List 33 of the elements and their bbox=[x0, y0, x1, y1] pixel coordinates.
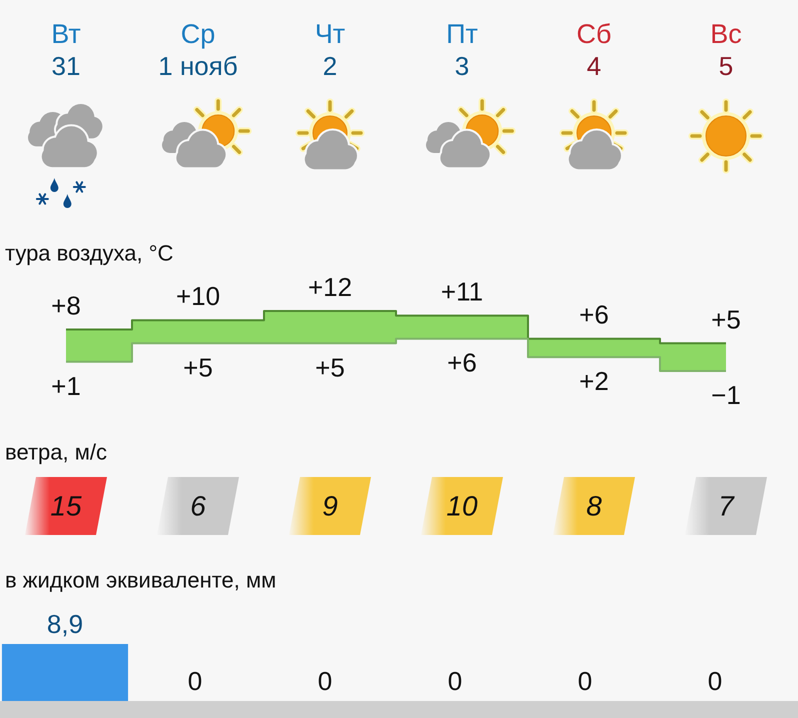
data-label: 8 bbox=[586, 490, 602, 522]
data-label: +5 bbox=[711, 304, 741, 334]
data-label: −1 bbox=[711, 380, 741, 410]
chart-title: тура воздуха, °C bbox=[5, 240, 174, 266]
data-label: 6 bbox=[190, 490, 206, 522]
x-tick-label: Пт 3 bbox=[446, 19, 478, 81]
data-label: +5 bbox=[315, 352, 345, 382]
data-label: +12 bbox=[308, 272, 352, 302]
data-label: 0 bbox=[188, 666, 202, 696]
data-label: +8 bbox=[51, 290, 81, 320]
x-tick-label: Чт 2 bbox=[314, 19, 346, 81]
data-label: 7 bbox=[718, 490, 736, 522]
x-tick-label: Ср 1 нояб bbox=[158, 19, 238, 81]
data-label: +2 bbox=[579, 366, 609, 396]
data-label: 8,9 bbox=[46, 609, 84, 639]
data-label: 9 bbox=[322, 490, 338, 522]
text: ветра, м/с bbox=[5, 440, 107, 464]
data-label: +10 bbox=[176, 281, 220, 312]
data-label: 0 bbox=[318, 666, 332, 696]
chart-title: в жидком эквиваленте, мм bbox=[5, 568, 276, 592]
data-label: +1 bbox=[51, 370, 81, 401]
data-label: 0 bbox=[708, 666, 722, 696]
data-label: +6 bbox=[579, 300, 609, 330]
data-label: +5 bbox=[183, 352, 213, 382]
data-label: 10 bbox=[446, 490, 478, 522]
data-label: 0 bbox=[578, 666, 592, 696]
data-label: +6 bbox=[447, 348, 477, 378]
x-tick-label: Вс 5 bbox=[710, 19, 742, 81]
x-tick-label: Сб 4 bbox=[576, 19, 612, 81]
data-label: 15 bbox=[50, 490, 82, 522]
data-label: 0 bbox=[448, 666, 462, 696]
x-tick-label: Вт 31 bbox=[51, 19, 81, 81]
data-label: +11 bbox=[440, 276, 484, 307]
